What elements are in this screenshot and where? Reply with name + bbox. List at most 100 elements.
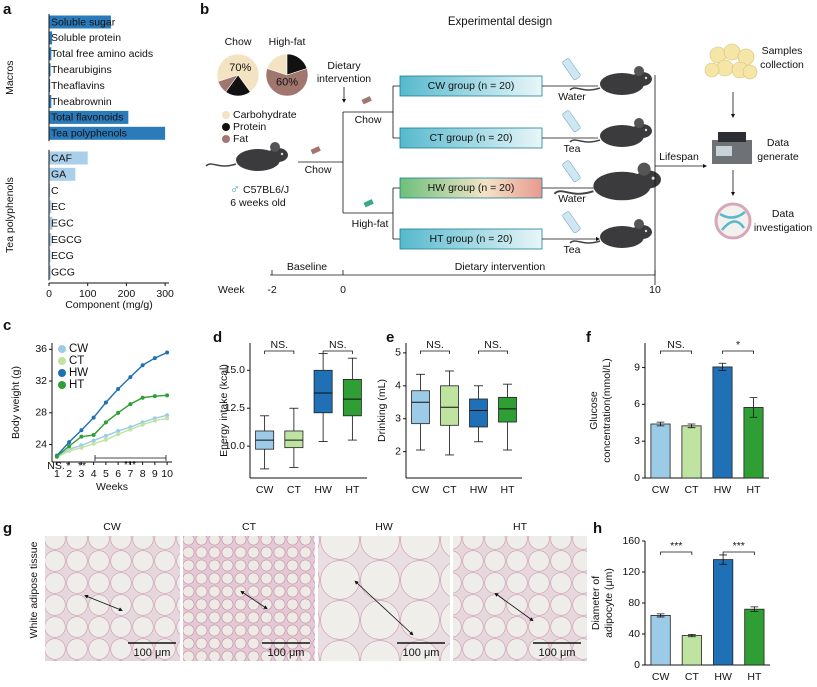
legend-label: CW: [69, 343, 88, 355]
legend-label: Protein: [233, 121, 266, 133]
series-line: [56, 394, 168, 457]
y-tick-label: 28: [35, 407, 47, 419]
drink-label: Tea: [564, 143, 581, 155]
output-label: generate: [757, 151, 799, 163]
category-label: Total free amino acids: [51, 48, 153, 60]
error-bar: [656, 421, 665, 427]
micrograph-title: HT: [513, 521, 528, 533]
panel-letter: e: [386, 329, 394, 346]
x-tick-label: HT: [747, 484, 762, 496]
y-tick-label: 24: [35, 438, 47, 450]
significance-label: ***: [670, 540, 682, 552]
x-tick-label: 3: [78, 468, 84, 480]
x-tick-label: 7: [127, 468, 133, 480]
panel-letter: d: [213, 329, 222, 346]
point: [128, 402, 133, 407]
connector: [342, 85, 400, 240]
point: [91, 415, 96, 420]
bar: [49, 79, 51, 93]
significance-label: ***: [124, 459, 136, 471]
point: [140, 395, 145, 400]
pie-label: 60%: [276, 76, 298, 88]
significance-label: *: [66, 460, 70, 472]
category-label: C: [51, 185, 59, 197]
point: [103, 433, 108, 438]
x-tick-label: CT: [685, 671, 700, 683]
timeline-label: -2: [267, 284, 276, 296]
branch-label: High-fat: [352, 218, 389, 230]
bar: [744, 608, 765, 666]
box: [411, 390, 430, 425]
x-tick-label: CT: [443, 484, 458, 496]
y-tick-label: 6: [634, 398, 640, 410]
point: [165, 393, 170, 398]
lifespan-label: Lifespan: [659, 151, 699, 163]
bottle-icon: [561, 159, 582, 183]
output-label: investigation: [754, 222, 813, 234]
y-tick-label: 0: [634, 659, 640, 671]
y-tick-label: 120: [622, 566, 640, 578]
significance-bracket: [660, 551, 693, 555]
bar: [681, 425, 702, 479]
bar: [49, 265, 51, 279]
y-label: White adipose tissue: [28, 541, 40, 638]
bar: [743, 407, 764, 479]
output-label: collection: [760, 59, 804, 71]
y-label: Diameter of: [590, 576, 602, 630]
y-label: concentration(mmol/L): [601, 358, 613, 462]
point: [165, 416, 170, 421]
bottle-icon: [561, 109, 582, 133]
scale-bar-label: 100 μm: [268, 647, 305, 659]
significance-label: NS.: [329, 339, 347, 351]
y-label: Energy intake (kcal): [218, 364, 230, 457]
bar: [49, 63, 51, 77]
category-label: GA: [51, 169, 66, 181]
category-label: EC: [51, 201, 66, 213]
category-label: CAF: [51, 152, 72, 164]
x-tick-label: 100: [79, 288, 97, 300]
micrograph-title: CT: [242, 521, 257, 533]
output-label: Data: [767, 137, 789, 149]
error-bar: [749, 397, 758, 418]
diet-icon: [363, 199, 374, 208]
diagram: b Experimental design Chow High-fat Diet…: [200, 1, 812, 296]
mouse-icon: [569, 117, 653, 148]
group-label: CT group (n = 20): [430, 132, 513, 144]
y-tick-label: 15.0: [225, 364, 246, 376]
significance-bracket: [322, 350, 353, 354]
bar: [49, 249, 51, 263]
significance-label: NS.: [270, 339, 288, 351]
bar: [49, 151, 88, 165]
drink-label: Tea: [564, 244, 581, 256]
micrograph-title: CW: [103, 521, 121, 533]
box: [498, 396, 517, 423]
category-label: Theabrownin: [51, 96, 112, 108]
significance-label: **: [78, 460, 86, 472]
mouse-icon: [569, 218, 653, 249]
legend-label: Fat: [233, 133, 248, 145]
micrograph-title: HW: [375, 521, 393, 533]
significance-label: NS.: [667, 339, 685, 351]
point: [152, 394, 157, 399]
significance-bracket: [660, 350, 692, 354]
arrow: [542, 85, 598, 239]
x-tick-label: 2: [66, 468, 72, 480]
bar: [650, 615, 671, 666]
point: [116, 410, 121, 415]
y-tick-label: 2: [395, 445, 401, 457]
diet-icon: [361, 96, 372, 105]
y-tick-label: 32: [35, 375, 47, 387]
bar: [49, 15, 111, 29]
panel-letter: a: [3, 1, 12, 18]
output-label: Data: [772, 208, 794, 220]
timeline-label: 0: [340, 284, 346, 296]
error-bar: [750, 606, 759, 612]
x-tick-label: 9: [152, 468, 158, 480]
y-label: adipocyte (μm): [603, 568, 615, 638]
point: [103, 420, 108, 425]
micrographs: g White adipose tissue: [3, 520, 587, 661]
panel-letter: g: [3, 520, 12, 537]
age: 6 weeks old: [230, 197, 286, 209]
